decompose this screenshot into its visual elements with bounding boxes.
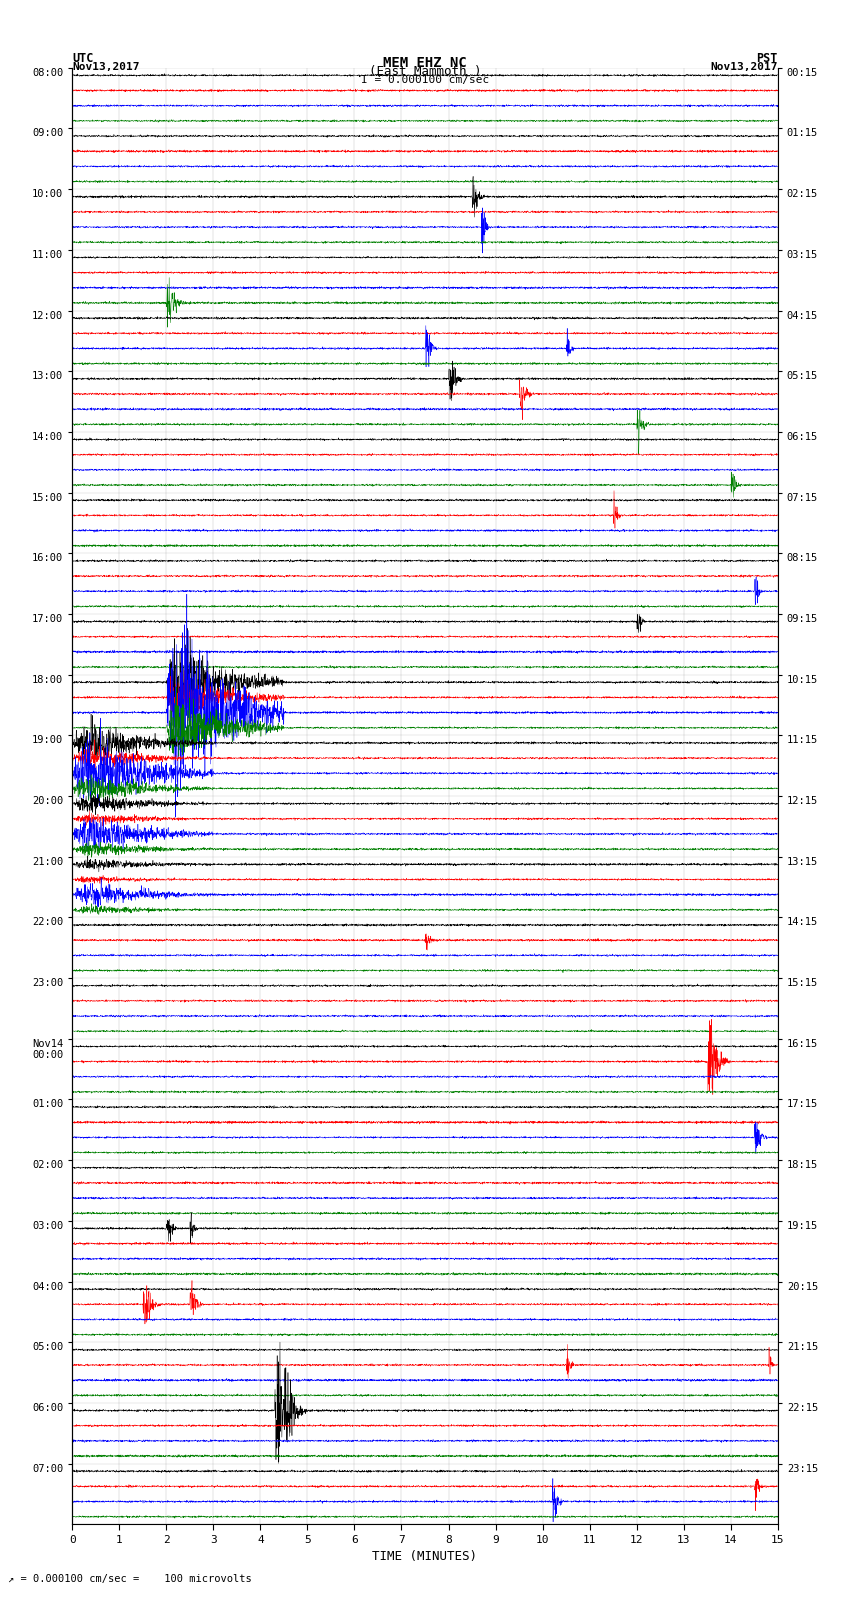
Text: Nov13,2017: Nov13,2017 [72,63,139,73]
Text: ↗ = 0.000100 cm/sec =    100 microvolts: ↗ = 0.000100 cm/sec = 100 microvolts [8,1574,252,1584]
Text: UTC: UTC [72,52,94,65]
X-axis label: TIME (MINUTES): TIME (MINUTES) [372,1550,478,1563]
Text: Nov13,2017: Nov13,2017 [711,63,778,73]
Text: (East Mammoth ): (East Mammoth ) [369,65,481,79]
Text: MEM EHZ NC: MEM EHZ NC [383,56,467,69]
Text: PST: PST [756,52,778,65]
Text: I = 0.000100 cm/sec: I = 0.000100 cm/sec [361,76,489,85]
